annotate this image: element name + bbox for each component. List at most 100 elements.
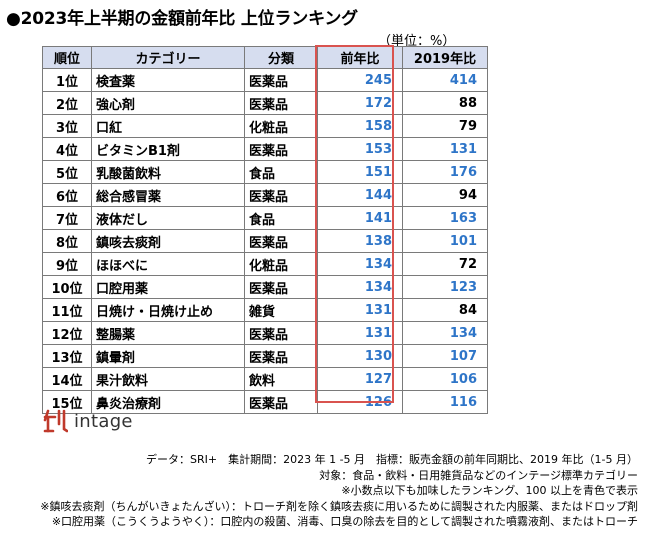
table-row: 4位 ビタミンB1剤 医薬品 153 131 xyxy=(42,137,488,161)
class-cell: 医薬品 xyxy=(244,137,318,161)
yoy-cell: 245 xyxy=(317,68,403,92)
class-cell: 医薬品 xyxy=(244,275,318,299)
table-row: 7位 液体だし 食品 141 163 xyxy=(42,206,488,230)
rank-cell: 6位 xyxy=(42,183,92,207)
header-yoy: 前年比 xyxy=(317,46,403,69)
intage-logo-icon xyxy=(43,409,68,433)
category-cell: 口腔用薬 xyxy=(91,275,245,299)
rank-cell: 5位 xyxy=(42,160,92,184)
rank-cell: 2位 xyxy=(42,91,92,115)
class-cell: 医薬品 xyxy=(244,344,318,368)
header-class: 分類 xyxy=(244,46,318,69)
table-row: 8位 鎮咳去痰剤 医薬品 138 101 xyxy=(42,229,488,253)
table-row: 14位 果汁飲料 飲料 127 106 xyxy=(42,367,488,391)
class-cell: 医薬品 xyxy=(244,390,318,414)
yoy-cell: 127 xyxy=(317,367,403,391)
table-row: 1位 検査薬 医薬品 245 414 xyxy=(42,68,488,92)
category-cell: 口紅 xyxy=(91,114,245,138)
header-vs2019: 2019年比 xyxy=(402,46,488,69)
footnote-source: データ：SRI+ 集計期間：2023 年 1 -5 月 指標：販売金額の前年同期… xyxy=(146,453,638,466)
vs2019-cell: 131 xyxy=(402,137,488,161)
yoy-cell: 153 xyxy=(317,137,403,161)
category-cell: 強心剤 xyxy=(91,91,245,115)
yoy-cell: 158 xyxy=(317,114,403,138)
logo-wordmark: intage xyxy=(74,410,133,432)
category-cell: ビタミンB1剤 xyxy=(91,137,245,161)
class-cell: 化粧品 xyxy=(244,114,318,138)
footnote-color-rule: ※小数点以下も加味したランキング、100 以上を青色で表示 xyxy=(341,484,638,498)
yoy-cell: 144 xyxy=(317,183,403,207)
vs2019-cell: 134 xyxy=(402,321,488,345)
category-cell: 乳酸菌飲料 xyxy=(91,160,245,184)
rank-cell: 9位 xyxy=(42,252,92,276)
category-cell: 液体だし xyxy=(91,206,245,230)
header-rank: 順位 xyxy=(42,46,92,69)
yoy-cell: 134 xyxy=(317,275,403,299)
vs2019-cell: 414 xyxy=(402,68,488,92)
class-cell: 医薬品 xyxy=(244,229,318,253)
rank-cell: 13位 xyxy=(42,344,92,368)
header-category: カテゴリー xyxy=(91,46,245,69)
vs2019-cell: 88 xyxy=(402,91,488,115)
vs2019-cell: 163 xyxy=(402,206,488,230)
table-row: 3位 口紅 化粧品 158 79 xyxy=(42,114,488,138)
vs2019-cell: 107 xyxy=(402,344,488,368)
category-cell: 鼻炎治療剤 xyxy=(91,390,245,414)
category-cell: 鎮暈剤 xyxy=(91,344,245,368)
rank-cell: 1位 xyxy=(42,68,92,92)
category-cell: 検査薬 xyxy=(91,68,245,92)
vs2019-cell: 176 xyxy=(402,160,488,184)
rank-cell: 4位 xyxy=(42,137,92,161)
category-cell: 果汁飲料 xyxy=(91,367,245,391)
category-cell: 総合感冒薬 xyxy=(91,183,245,207)
class-cell: 食品 xyxy=(244,206,318,230)
page-title: ●2023年上半期の金額前年比 上位ランキング xyxy=(6,9,358,29)
rank-cell: 8位 xyxy=(42,229,92,253)
table-row: 13位 鎮暈剤 医薬品 130 107 xyxy=(42,344,488,368)
unit-label: （単位：%） xyxy=(378,34,456,49)
vs2019-cell: 84 xyxy=(402,298,488,322)
category-cell: 整腸薬 xyxy=(91,321,245,345)
ranking-table: 順位 カテゴリー 分類 前年比 2019年比 1位 検査薬 医薬品 245 414 2位強… xyxy=(42,46,488,414)
intage-logo: intage xyxy=(42,408,133,434)
vs2019-cell: 101 xyxy=(402,229,488,253)
class-cell: 医薬品 xyxy=(244,91,318,115)
rank-cell: 14位 xyxy=(42,367,92,391)
table-header-row: 順位 カテゴリー 分類 前年比 2019年比 xyxy=(42,46,488,69)
footnote-scope: 対象：食品・飲料・日用雑貨品などのインテージ標準カテゴリー xyxy=(319,468,638,482)
rank-cell: 12位 xyxy=(42,321,92,345)
rank-cell: 3位 xyxy=(42,114,92,138)
yoy-cell: 130 xyxy=(317,344,403,368)
rank-cell: 11位 xyxy=(42,298,92,322)
yoy-cell: 134 xyxy=(317,252,403,276)
footnotes: データ：SRI+ 集計期間：2023 年 1 -5 月 指標：販売金額の前年同期… xyxy=(40,452,638,530)
table-row: 10位 口腔用薬 医薬品 134 123 xyxy=(42,275,488,299)
category-cell: 日焼け・日焼け止め xyxy=(91,298,245,322)
table-row: 15位 鼻炎治療剤 医薬品 126 116 xyxy=(42,390,488,414)
class-cell: 食品 xyxy=(244,160,318,184)
yoy-cell: 126 xyxy=(317,390,403,414)
table-row: 2位 強心剤 医薬品 172 88 xyxy=(42,91,488,115)
vs2019-cell: 106 xyxy=(402,367,488,391)
vs2019-cell: 123 xyxy=(402,275,488,299)
footnote-oral-medicine: ※口腔用薬（こうくうようやく）：口腔内の殺菌、消毒、口臭の除去を目的として調製さ… xyxy=(51,515,638,529)
category-cell: ほほべに xyxy=(91,252,245,276)
rank-cell: 10位 xyxy=(42,275,92,299)
footnote-antitussive: ※鎮咳去痰剤（ちんがいきょたんざい）：トローチ剤を除く鎮咳去痰に用いるために調製… xyxy=(40,499,638,513)
table-row: 5位 乳酸菌飲料 食品 151 176 xyxy=(42,160,488,184)
class-cell: 飲料 xyxy=(244,367,318,391)
vs2019-cell: 116 xyxy=(402,390,488,414)
yoy-cell: 172 xyxy=(317,91,403,115)
rank-cell: 7位 xyxy=(42,206,92,230)
yoy-cell: 151 xyxy=(317,160,403,184)
yoy-cell: 131 xyxy=(317,298,403,322)
yoy-cell: 138 xyxy=(317,229,403,253)
vs2019-cell: 94 xyxy=(402,183,488,207)
table-row: 6位 総合感冒薬 医薬品 144 94 xyxy=(42,183,488,207)
yoy-cell: 131 xyxy=(317,321,403,345)
table-row: 9位 ほほべに 化粧品 134 72 xyxy=(42,252,488,276)
class-cell: 医薬品 xyxy=(244,183,318,207)
vs2019-cell: 79 xyxy=(402,114,488,138)
class-cell: 医薬品 xyxy=(244,321,318,345)
class-cell: 医薬品 xyxy=(244,68,318,92)
